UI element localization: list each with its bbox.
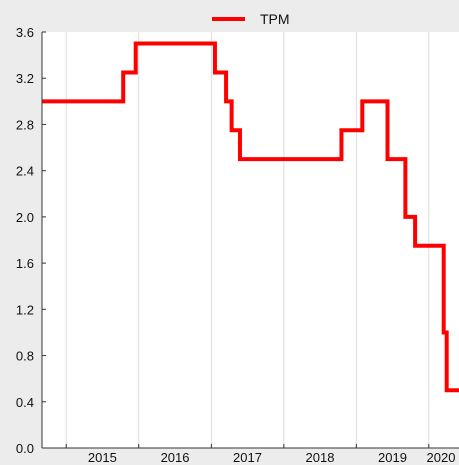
y-tick-label: 0.8 xyxy=(16,349,34,364)
x-tick-label: 2017 xyxy=(233,450,262,465)
y-tick-label: 2.8 xyxy=(16,117,34,132)
y-tick-label: 3.6 xyxy=(16,25,34,40)
y-tick-label: 1.2 xyxy=(16,302,34,317)
y-tick-label: 2.0 xyxy=(16,210,34,225)
x-tick-label: 2019 xyxy=(378,450,407,465)
y-tick-label: 3.2 xyxy=(16,71,34,86)
y-tick-label: 2.4 xyxy=(16,164,34,179)
series-layer xyxy=(42,41,459,393)
grid-layer xyxy=(65,32,430,448)
y-tick-label: 1.6 xyxy=(16,256,34,271)
axis-layer: 0.0 0.4 0.8 1.2 1.6 2.0 2.4 2.8 3.2 3.6 2015 2016 20… xyxy=(16,25,459,465)
legend-label-tpm: TPM xyxy=(260,11,290,27)
x-tick-label: 2016 xyxy=(161,450,190,465)
plot-area xyxy=(42,32,459,448)
x-tick-label: 2020 xyxy=(427,450,456,465)
y-tick-label: 0.0 xyxy=(16,441,34,456)
series-line-0 xyxy=(42,41,459,393)
x-tick-label: 2018 xyxy=(306,450,335,465)
x-tick-label: 2015 xyxy=(88,450,117,465)
y-tick-label: 0.4 xyxy=(16,395,34,410)
legend: TPM xyxy=(212,11,290,27)
